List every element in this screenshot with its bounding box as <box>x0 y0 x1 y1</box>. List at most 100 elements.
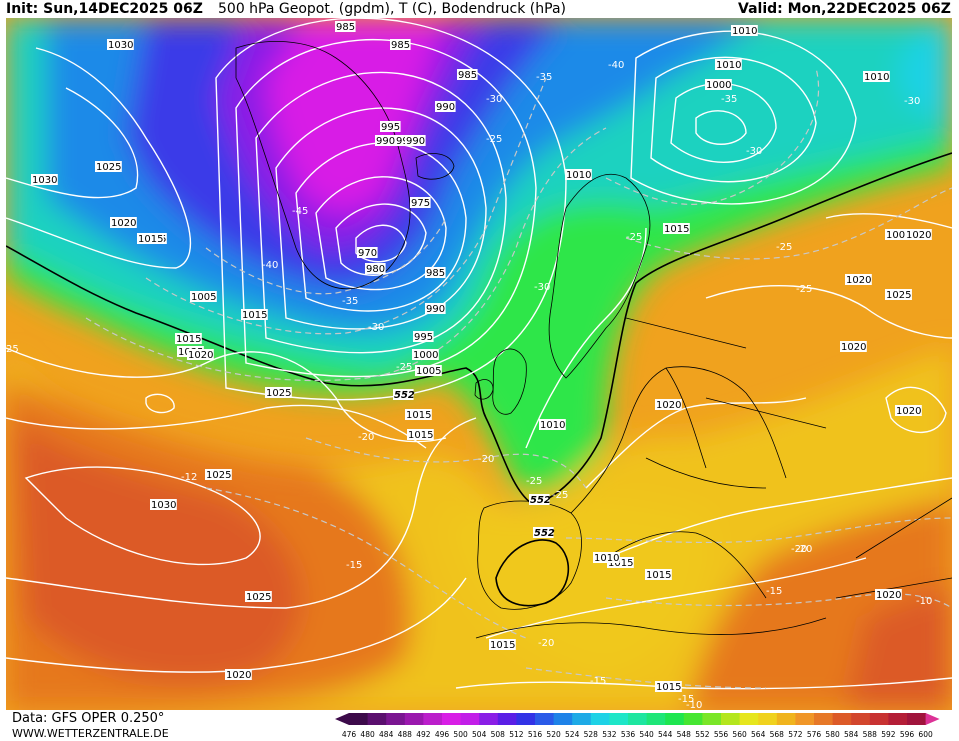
pressure-label: 1025 <box>206 470 231 481</box>
pressure-label: 1010 <box>540 420 565 431</box>
colorbar-label: 492 <box>416 730 431 739</box>
temperature-label: -40 <box>608 60 624 71</box>
temperature-label: -20 <box>538 638 554 649</box>
temperature-label: -20 <box>478 454 494 465</box>
pressure-label-bg <box>840 341 867 352</box>
temperature-label: -35 <box>536 72 552 83</box>
pressure-label: 1020 <box>896 406 921 417</box>
pressure-label-bg <box>335 21 356 32</box>
colorbar-swatch <box>349 713 369 725</box>
temperature-label: -30 <box>486 94 502 105</box>
pressure-label: 1015 <box>406 410 431 421</box>
pressure-label-bg <box>413 331 434 342</box>
colorbar-label: 500 <box>453 730 468 739</box>
pressure-label-bg <box>875 589 902 600</box>
pressure-label-bg <box>425 267 446 278</box>
temperature-label: -30 <box>904 96 920 107</box>
pressure-label: 1020 <box>111 218 136 229</box>
pressure-label: 1020 <box>226 670 251 681</box>
colorbar-swatch <box>907 713 927 725</box>
colorbar-label: 584 <box>844 730 859 739</box>
colorbar-swatch <box>869 713 889 725</box>
temperature-label: -25 <box>796 284 812 295</box>
geopotential-label-bg <box>533 527 554 538</box>
colorbar-swatch <box>683 713 703 725</box>
pressure-label-bg <box>245 591 272 602</box>
colorbar-label: 496 <box>435 730 450 739</box>
isotherms <box>85 67 952 689</box>
temperature-label: -10 <box>686 700 702 710</box>
temperature-label: -25 <box>526 476 542 487</box>
colorbar-swatch <box>535 713 555 725</box>
pressure-label-bg <box>425 303 446 314</box>
colorbar-swatch <box>665 713 685 725</box>
colorbar-swatch <box>628 713 648 725</box>
colorbar-label: 548 <box>677 730 692 739</box>
pressure-label: 985 <box>458 70 477 81</box>
pressure-label-bg <box>845 274 872 285</box>
colorbar-label: 576 <box>807 730 822 739</box>
pressure-label: 1015 <box>664 224 689 235</box>
colorbar-label: 580 <box>825 730 840 739</box>
colorbar-swatch <box>795 713 815 725</box>
colorbar-swatch <box>758 713 778 725</box>
pressure-label-bg <box>31 174 58 185</box>
pressure-label-bg <box>380 121 401 132</box>
pressure-label-bg <box>205 469 232 480</box>
pressure-label-bg <box>110 217 137 228</box>
colorbar-swatch <box>851 713 871 725</box>
pressure-label-bg <box>187 349 214 360</box>
colorbar-label: 484 <box>379 730 394 739</box>
colorbar-label: 488 <box>398 730 413 739</box>
valid-time: Valid: Mon,22DEC2025 06Z <box>738 1 951 17</box>
pressure-label: 1010 <box>716 60 741 71</box>
temperature-label: -20 <box>796 544 812 555</box>
pressure-label-bg <box>415 365 442 376</box>
pressure-label: 1005 <box>886 230 911 241</box>
colorbar-swatch <box>497 713 517 725</box>
pressure-label-bg <box>150 499 177 510</box>
pressure-label: 1015 <box>138 234 163 245</box>
pressure-label: 1025 <box>96 162 121 173</box>
temperature-label: -15 <box>766 586 782 597</box>
pressure-label: 1025 <box>246 592 271 603</box>
pressure-label: 1010 <box>566 170 591 181</box>
temperature-label: -35 <box>721 94 737 105</box>
temperature-label: -12 <box>181 472 197 483</box>
weather-map: 9859859859909959909959909759709809859909… <box>6 18 952 710</box>
pressure-label-bg <box>435 101 456 112</box>
pressure-label-bg <box>190 291 217 302</box>
colorbar-label: 596 <box>900 730 915 739</box>
pressure-label: 995 <box>381 122 400 133</box>
pressure-label-bg <box>410 197 431 208</box>
geopotential-552-contour <box>6 152 952 504</box>
colorbar-swatch <box>814 713 834 725</box>
pressure-label: 975 <box>411 198 430 209</box>
pressure-label-bg <box>863 71 890 82</box>
coastlines <box>235 41 952 639</box>
colorbar-swatch <box>460 713 480 725</box>
colorbar-label: 560 <box>732 730 747 739</box>
pressure-label-bg <box>412 349 439 360</box>
temperature-label: -25 <box>626 232 642 243</box>
temperature-label: -15 <box>346 560 362 571</box>
pressure-label: 1000 <box>413 350 438 361</box>
pressure-label-bg <box>107 39 134 50</box>
pressure-label-bg <box>457 69 478 80</box>
temperature-label: -10 <box>916 596 932 607</box>
colorbar-swatch <box>553 713 573 725</box>
pressure-label: 990 <box>436 102 455 113</box>
temperature-label: -15 <box>678 694 694 705</box>
colorbar-left-arrow <box>335 713 349 725</box>
pressure-label: 1030 <box>108 40 133 51</box>
temperature-label: -35 <box>342 296 358 307</box>
colorbar-label: 508 <box>491 730 506 739</box>
pressure-label: 1005 <box>416 366 441 377</box>
temperature-label: -30 <box>368 322 384 333</box>
colorbar-swatch <box>739 713 759 725</box>
geopotential-label-bg <box>529 494 550 505</box>
colorbar-label: 568 <box>770 730 785 739</box>
colorbar-label: 532 <box>602 730 617 739</box>
colorbar-label: 588 <box>863 730 878 739</box>
geopotential-label: 552 <box>394 390 415 401</box>
